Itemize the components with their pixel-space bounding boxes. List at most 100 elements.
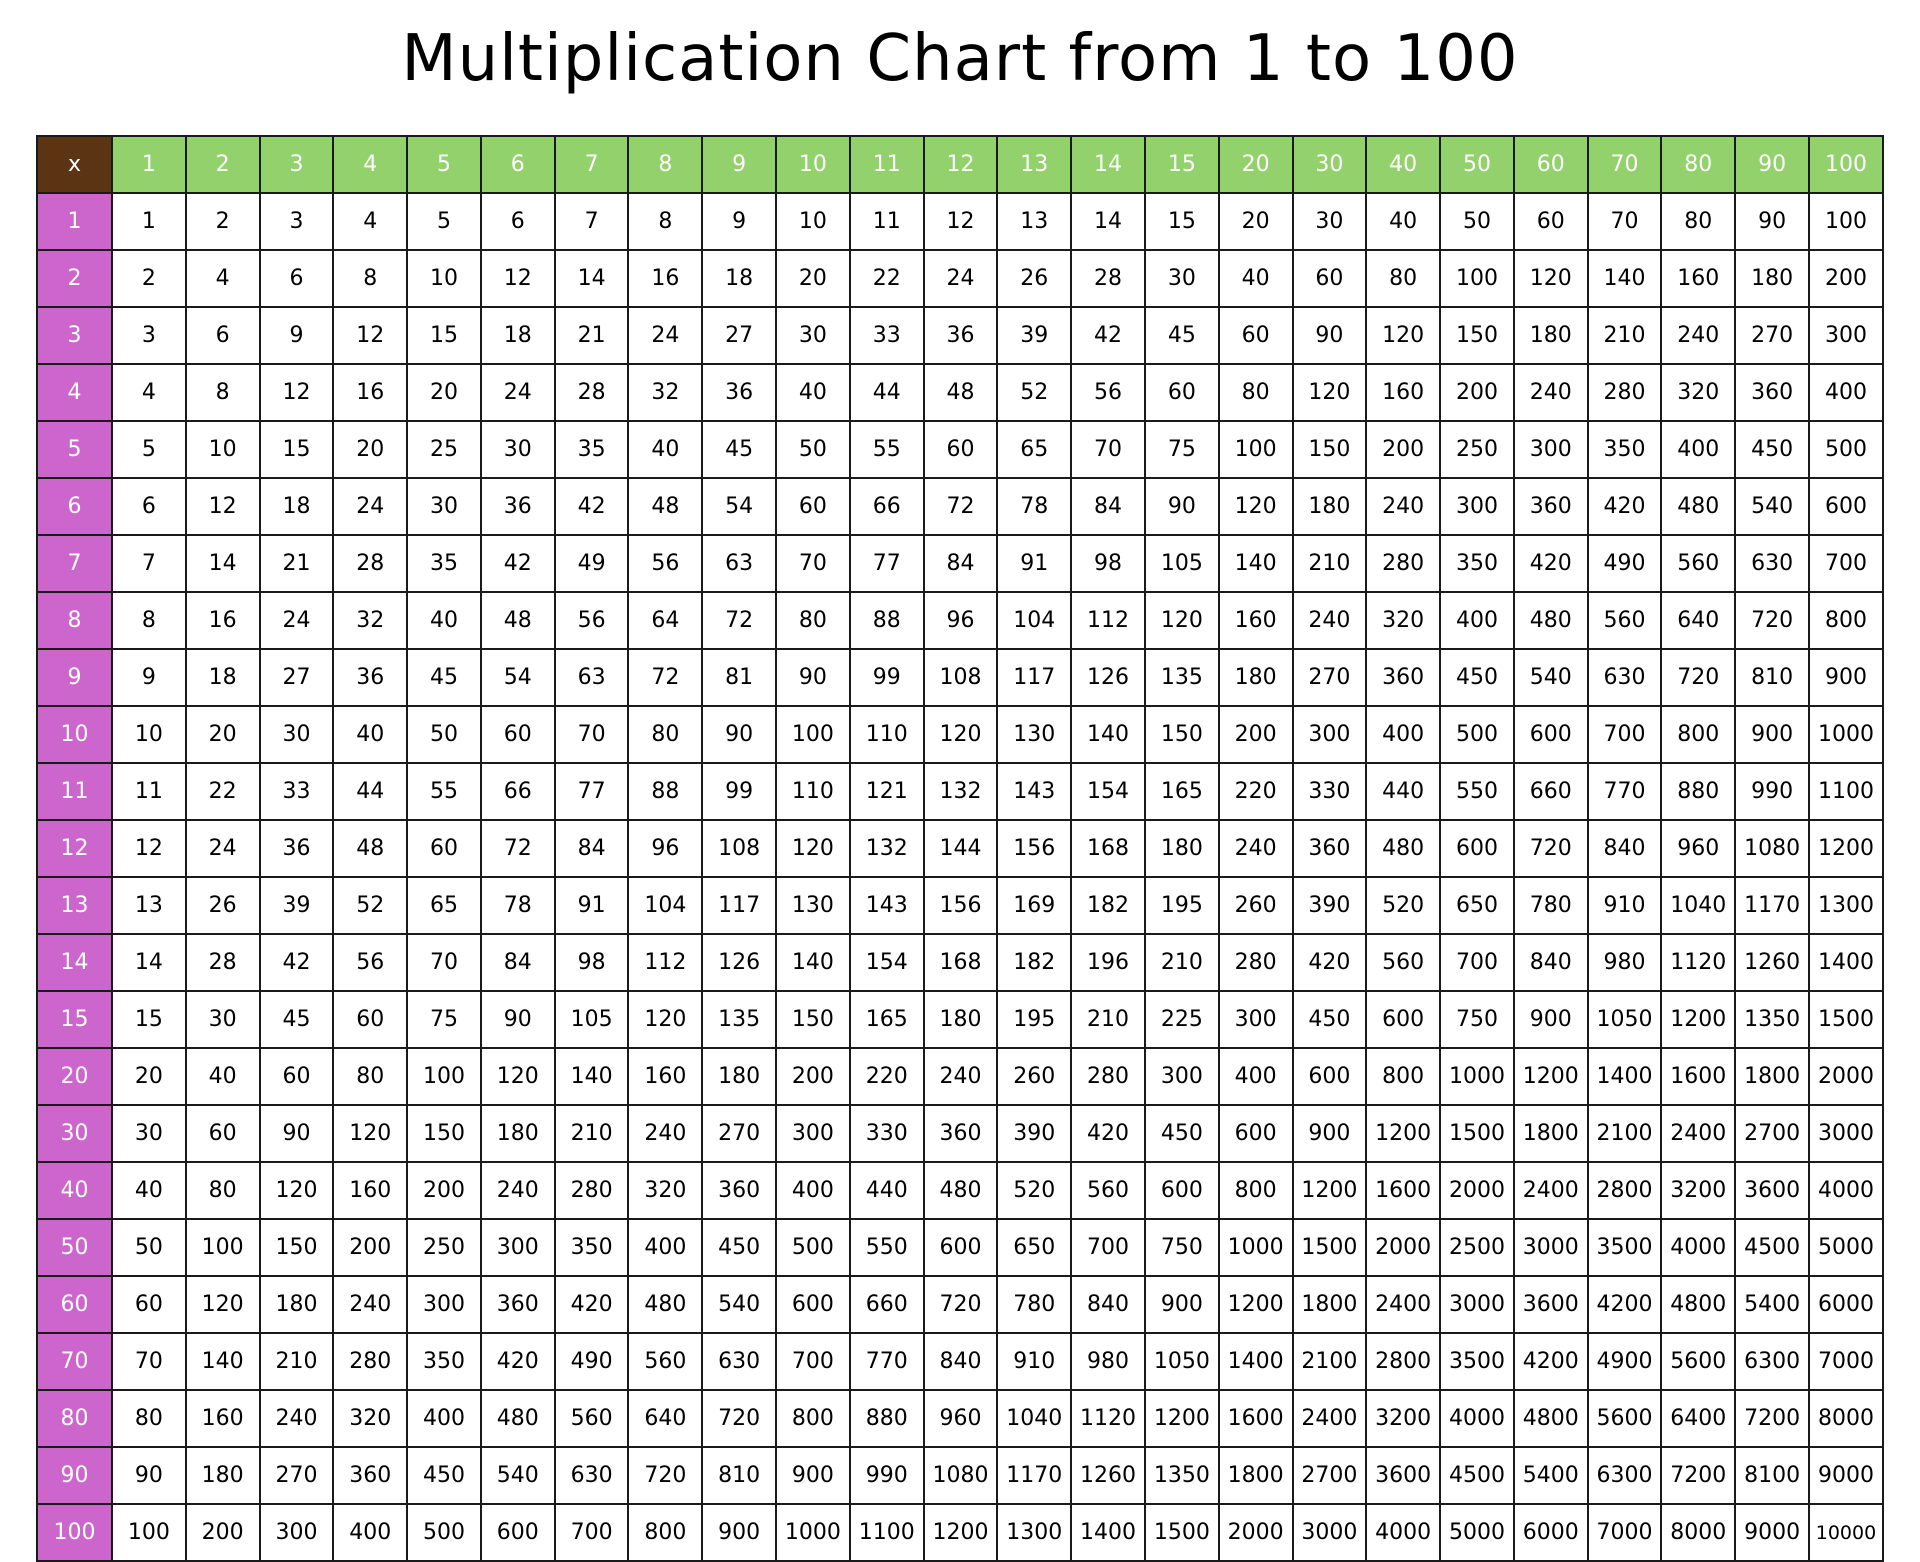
product-cell: 18 (479, 306, 556, 365)
product-cell: 960 (1660, 819, 1737, 878)
product-cell: 1200 (1660, 990, 1737, 1049)
product-cell: 28 (553, 363, 630, 422)
product-cell: 12 (479, 249, 556, 308)
product-cell: 2100 (1291, 1332, 1368, 1391)
product-cell: 630 (553, 1446, 630, 1505)
product-cell: 26 (996, 249, 1073, 308)
product-cell: 720 (1734, 591, 1810, 650)
product-cell: 18 (258, 477, 335, 536)
product-cell: 126 (701, 933, 778, 992)
row-header: 8 (36, 591, 113, 650)
product-cell: 30 (775, 306, 851, 365)
product-cell: 770 (848, 1332, 925, 1391)
product-cell: 800 (1660, 705, 1737, 764)
product-cell: 980 (1070, 1332, 1146, 1391)
product-cell: 39 (258, 876, 335, 935)
product-cell: 3 (258, 192, 335, 251)
product-cell: 120 (1512, 249, 1589, 308)
product-cell: 360 (701, 1161, 778, 1220)
product-cell: 320 (332, 1389, 409, 1448)
product-cell: 40 (627, 420, 704, 479)
product-cell: 20 (184, 705, 261, 764)
product-cell: 135 (701, 990, 778, 1049)
product-cell: 20 (775, 249, 851, 308)
product-cell: 280 (332, 1332, 409, 1391)
product-cell: 4 (111, 363, 187, 422)
product-cell: 14 (111, 933, 187, 992)
product-cell: 195 (996, 990, 1073, 1049)
product-cell: 300 (258, 1503, 335, 1562)
table-row: 1 1 2 3 4 5 6 7 8 9 10 11 12 13 14 15 20 30 40 50 60 70 80 90 10… (36, 192, 1885, 251)
table-row: 2 2 4 6 8 10 12 14 16 18 20 22 24 26 28 30 40 60 80 100 120 1… (36, 249, 1885, 308)
product-cell: 2800 (1365, 1332, 1442, 1391)
product-cell: 24 (627, 306, 704, 365)
product-cell: 70 (111, 1332, 187, 1391)
product-cell: 70 (775, 534, 851, 593)
table-row: 9 9 18 27 36 45 54 63 72 81 90 99 108 117 126 135 180 270… (36, 648, 1885, 707)
product-cell: 1200 (1512, 1047, 1589, 1106)
product-cell: 7000 (1807, 1332, 1885, 1391)
product-cell: 60 (1217, 306, 1294, 365)
product-cell: 560 (553, 1389, 630, 1448)
product-cell: 2000 (1217, 1503, 1294, 1562)
product-cell: 1200 (1143, 1389, 1220, 1448)
product-cell: 1400 (1586, 1047, 1663, 1106)
product-cell: 154 (1070, 762, 1146, 821)
product-cell: 24 (479, 363, 556, 422)
product-cell: 24 (922, 249, 999, 308)
product-cell: 70 (406, 933, 482, 992)
product-cell: 12 (184, 477, 261, 536)
product-cell: 5 (406, 192, 482, 251)
product-cell: 64 (627, 591, 704, 650)
product-cell: 450 (1291, 990, 1368, 1049)
row-header: 13 (36, 876, 113, 935)
product-cell: 45 (406, 648, 482, 707)
product-cell: 9000 (1734, 1503, 1810, 1562)
product-cell: 8100 (1734, 1446, 1810, 1505)
row-header: 80 (36, 1389, 113, 1448)
product-cell: 84 (1070, 477, 1146, 536)
product-cell: 90 (1143, 477, 1220, 536)
product-cell: 15 (111, 990, 187, 1049)
product-cell: 75 (1143, 420, 1220, 479)
product-cell: 54 (701, 477, 778, 536)
table-row: 5 5 10 15 20 25 30 35 40 45 50 55 60 65 70 75 100 150 200 2… (36, 420, 1885, 479)
table-row: 3 3 6 9 12 15 18 21 24 27 30 33 36 39 42 45 60 90 120 150 18… (36, 306, 1885, 365)
product-cell: 1800 (1512, 1104, 1589, 1163)
product-cell: 165 (848, 990, 925, 1049)
column-header: 10 (775, 135, 851, 194)
product-cell: 810 (1734, 648, 1810, 707)
product-cell: 11 (111, 762, 187, 821)
product-cell: 35 (553, 420, 630, 479)
product-cell: 36 (701, 363, 778, 422)
product-cell: 2000 (1807, 1047, 1885, 1106)
product-cell: 1200 (1365, 1104, 1442, 1163)
product-cell: 63 (701, 534, 778, 593)
product-cell: 16 (332, 363, 409, 422)
product-cell: 150 (1439, 306, 1515, 365)
product-cell: 280 (553, 1161, 630, 1220)
product-cell: 50 (1439, 192, 1515, 251)
product-cell: 540 (1734, 477, 1810, 536)
product-cell: 22 (848, 249, 925, 308)
row-header: 2 (36, 249, 113, 308)
product-cell: 3 (111, 306, 187, 365)
product-cell: 36 (258, 819, 335, 878)
product-cell: 100 (406, 1047, 482, 1106)
table-row: 50 50 100 150 200 250 300 350 400 450 500 550 600 650… (36, 1218, 1885, 1277)
product-cell: 210 (553, 1104, 630, 1163)
product-cell: 98 (553, 933, 630, 992)
product-cell: 26 (184, 876, 261, 935)
product-cell: 30 (111, 1104, 187, 1163)
table-row: 14 14 28 42 56 70 84 98 112 126 140 154 168 182 196 210… (36, 933, 1885, 992)
product-cell: 40 (1365, 192, 1442, 251)
product-cell: 81 (701, 648, 778, 707)
product-cell: 50 (111, 1218, 187, 1277)
product-cell: 240 (258, 1389, 335, 1448)
product-cell: 3600 (1512, 1275, 1589, 1334)
product-cell: 330 (1291, 762, 1368, 821)
product-cell: 180 (184, 1446, 261, 1505)
product-cell: 350 (406, 1332, 482, 1391)
product-cell: 104 (996, 591, 1073, 650)
product-cell: 66 (848, 477, 925, 536)
